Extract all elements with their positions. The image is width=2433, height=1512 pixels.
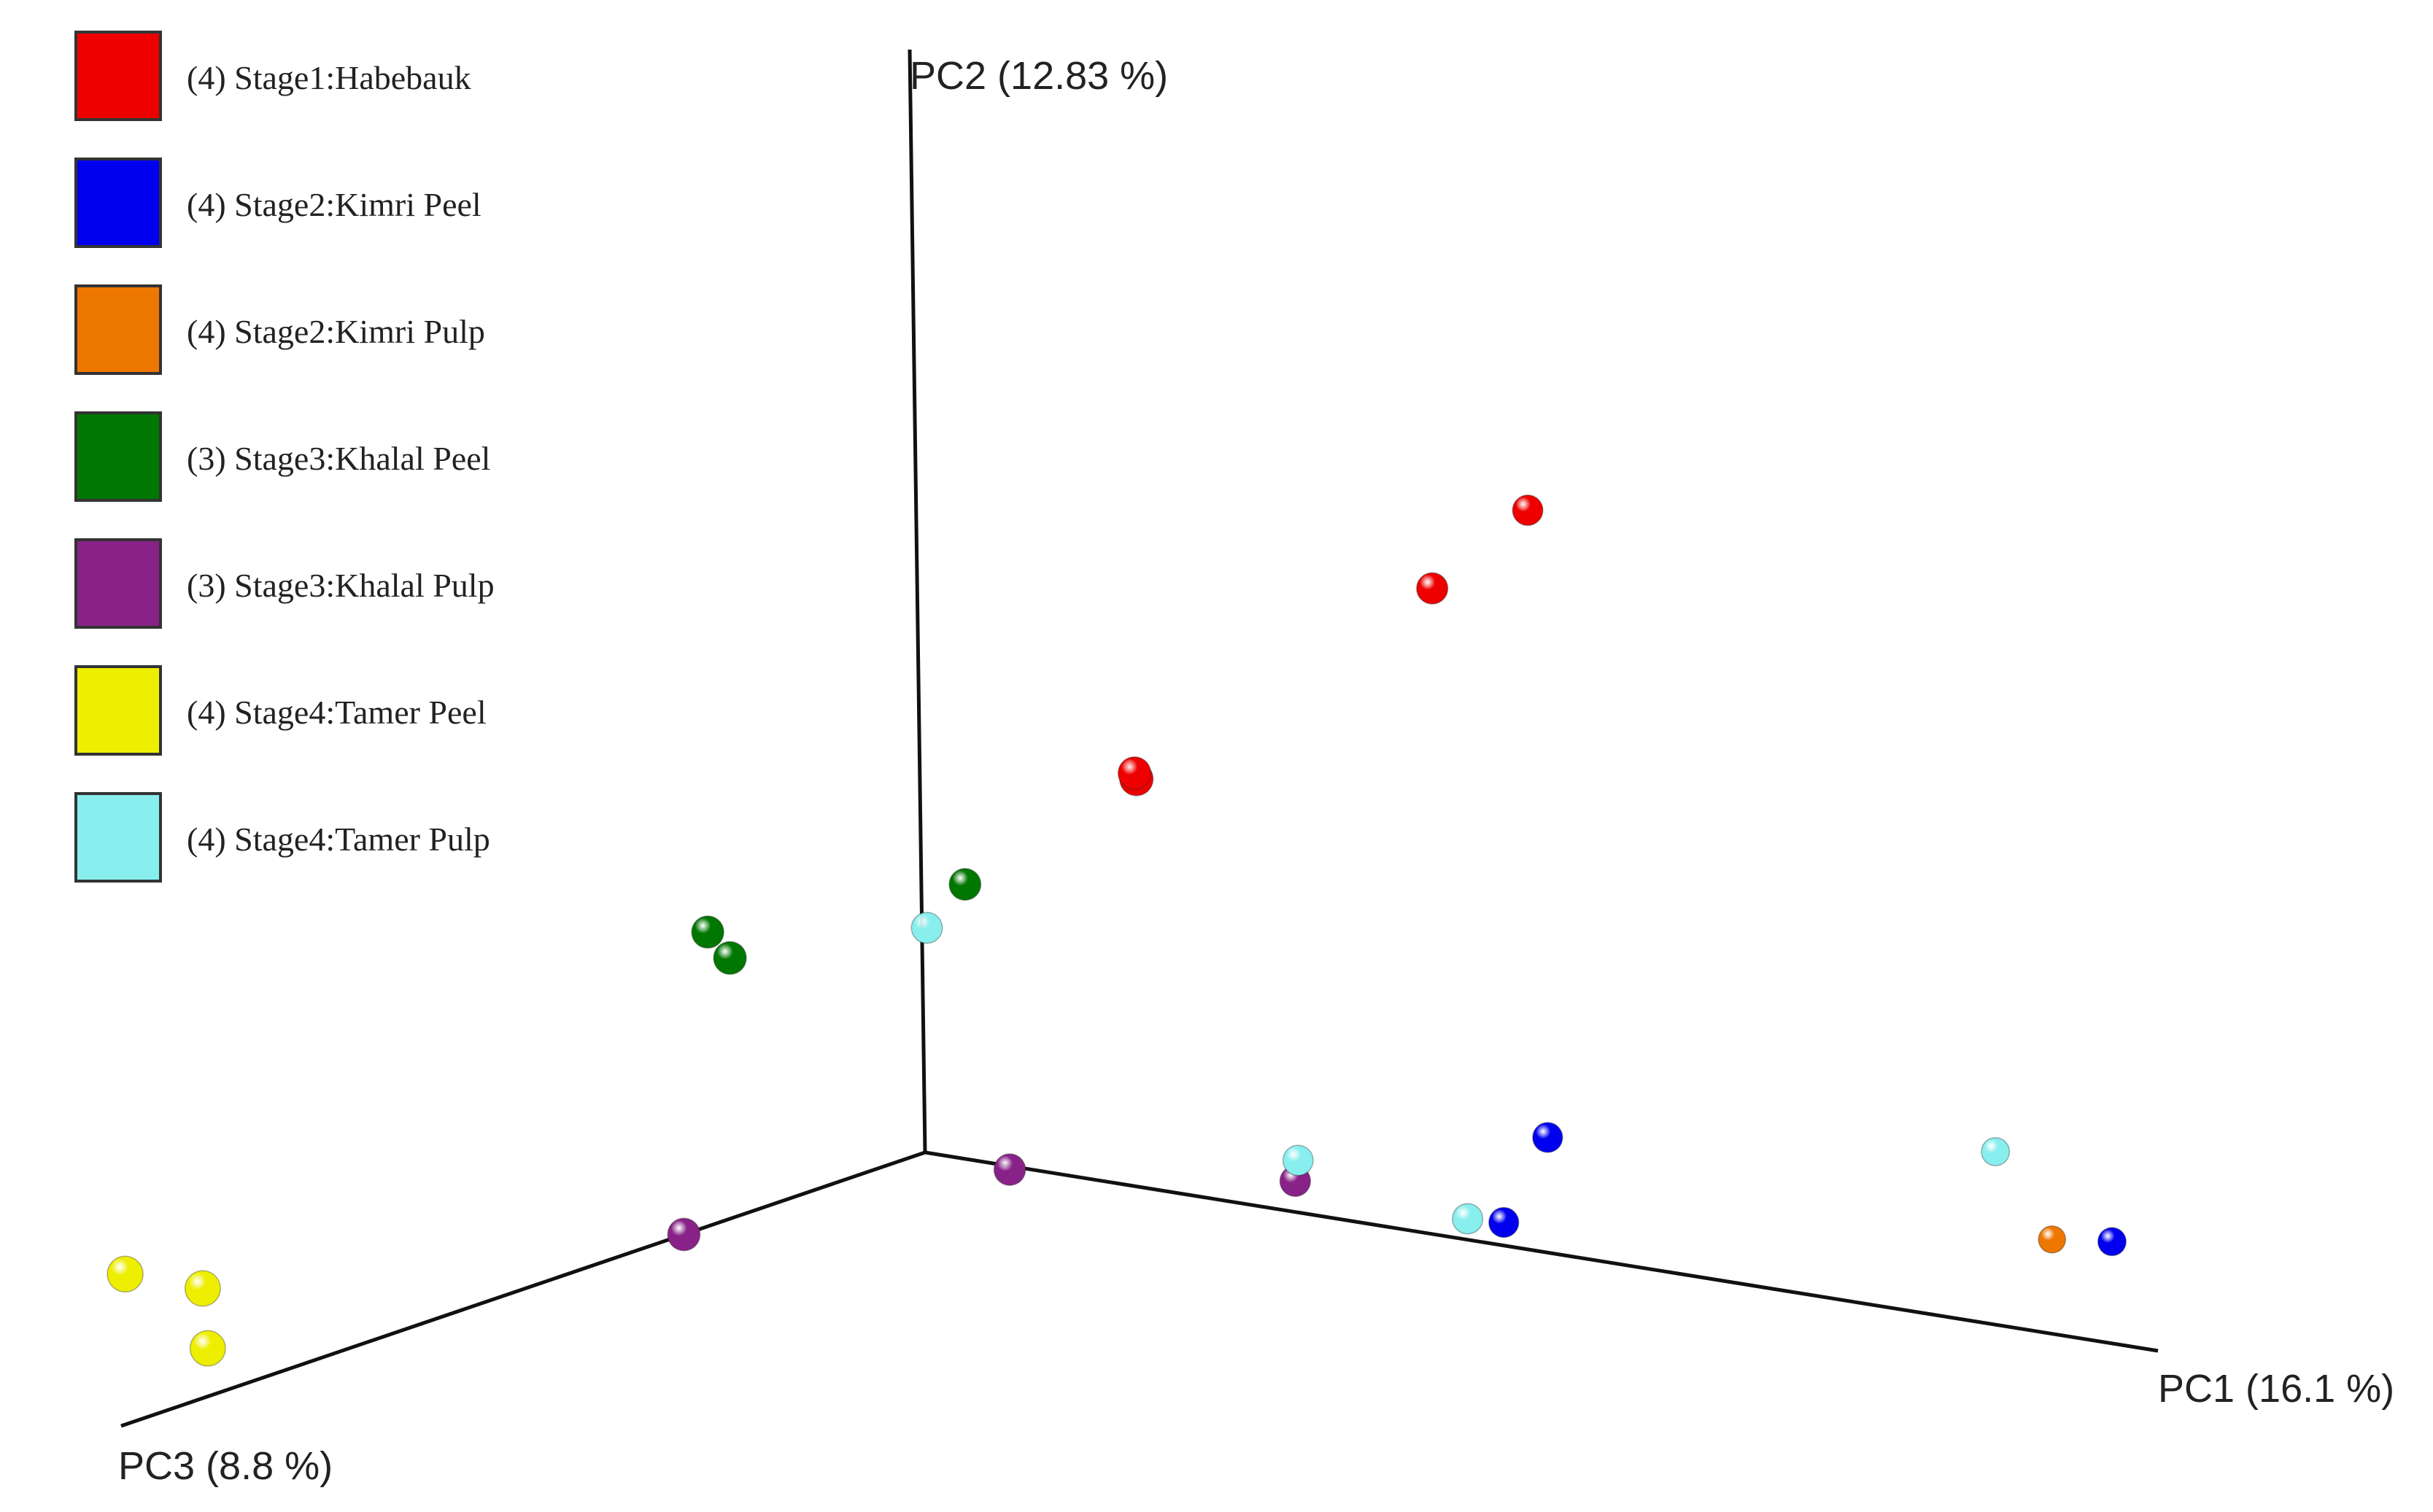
data-point-4-stage4-tamer-peel-1 — [107, 1255, 144, 1292]
data-point-3-stage3-khalal-peel-1 — [948, 868, 982, 901]
legend-swatch-4-stage2-kimri-pulp — [74, 284, 162, 375]
data-point-3-stage3-khalal-peel-3 — [691, 915, 724, 949]
legend-label-3-stage3-khalal-peel: (3) Stage3:Khalal Peel — [187, 440, 490, 477]
legend-swatch-4-stage1-habebauk — [74, 31, 162, 121]
legend-swatch-4-stage4-tamer-peel — [74, 665, 162, 756]
data-point-4-stage2-kimri-peel-2 — [1488, 1206, 1520, 1238]
data-point-3-stage3-khalal-pulp-3 — [667, 1217, 701, 1252]
data-point-4-stage4-tamer-pulp-3 — [1282, 1144, 1314, 1176]
pc1-axis-label: PC1 (16.1 %) — [2158, 1367, 2394, 1411]
legend-swatch-3-stage3-khalal-pulp — [74, 538, 162, 629]
data-point-4-stage2-kimri-peel-1 — [1532, 1122, 1563, 1153]
data-point-4-stage1-habebauk-4 — [1512, 495, 1544, 527]
pc3-axis-label: PC3 (8.8 %) — [118, 1444, 333, 1488]
data-point-4-stage4-tamer-pulp-1 — [910, 912, 943, 945]
data-point-4-stage2-kimri-pulp-4 — [2038, 1225, 2067, 1254]
data-point-4-stage2-kimri-peel-3 — [2097, 1227, 2127, 1257]
data-point-4-stage4-tamer-peel-3 — [184, 1270, 221, 1307]
data-point-4-stage1-habebauk-3 — [1416, 572, 1449, 605]
legend-label-4-stage2-kimri-pulp: (4) Stage2:Kimri Pulp — [187, 313, 485, 350]
legend-label-4-stage4-tamer-pulp: (4) Stage4:Tamer Pulp — [187, 821, 490, 858]
legend-swatch-4-stage2-kimri-peel — [74, 158, 162, 248]
data-point-4-stage4-tamer-peel-4 — [189, 1330, 226, 1367]
pc1-axis-line — [924, 1150, 2159, 1353]
data-points — [107, 495, 2127, 1367]
data-point-3-stage3-khalal-peel-2 — [713, 941, 747, 975]
legend-label-4-stage1-habebauk: (4) Stage1:Habebauk — [187, 59, 471, 96]
legend-swatch-4-stage4-tamer-pulp — [74, 792, 162, 883]
data-point-3-stage3-khalal-pulp-2 — [993, 1153, 1026, 1186]
legend-label-4-stage2-kimri-peel: (4) Stage2:Kimri Peel — [187, 186, 481, 223]
legend-label-4-stage4-tamer-peel: (4) Stage4:Tamer Peel — [187, 694, 487, 731]
data-point-4-stage1-habebauk-2 — [1117, 756, 1152, 791]
legend-swatch-3-stage3-khalal-peel — [74, 411, 162, 502]
pc2-axis-label: PC2 (12.83 %) — [910, 54, 1168, 98]
data-point-4-stage4-tamer-pulp-4 — [1452, 1203, 1484, 1235]
pc2-axis-line — [908, 49, 927, 1153]
legend: (4) Stage1:Habebauk (4) Stage2:Kimri Peel… — [74, 31, 495, 883]
pc3-axis-line — [120, 1150, 926, 1428]
axes: PC2 (12.83 %) PC1 (16.1 %) PC3 (8.8 %) — [118, 49, 2394, 1488]
data-point-4-stage4-tamer-pulp-2 — [1981, 1137, 2011, 1166]
legend-label-3-stage3-khalal-pulp: (3) Stage3:Khalal Pulp — [187, 567, 495, 604]
